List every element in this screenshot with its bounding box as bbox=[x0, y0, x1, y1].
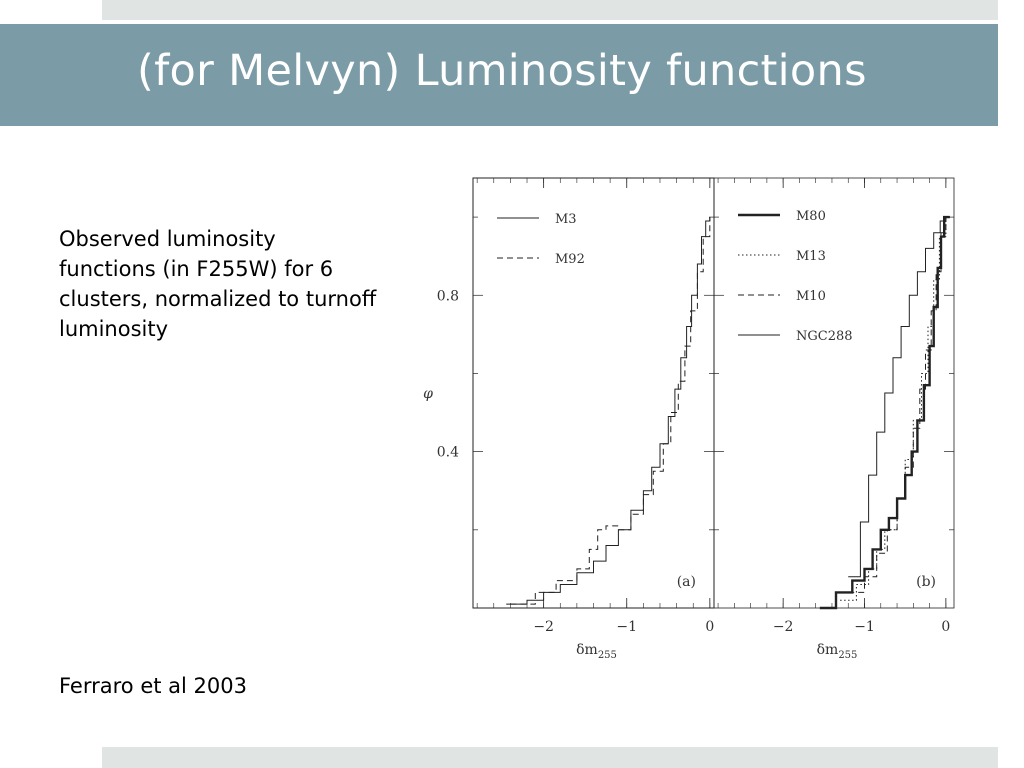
x-axis-label: δm255 bbox=[576, 642, 617, 661]
panel-label: (b) bbox=[916, 574, 936, 590]
series-line-m92 bbox=[510, 217, 711, 605]
series-line-m3 bbox=[506, 217, 711, 605]
legend-label-m13: M13 bbox=[796, 249, 826, 264]
legend-label-m92: M92 bbox=[555, 252, 585, 267]
top-decorative-strip bbox=[102, 0, 998, 20]
panel-frame bbox=[472, 177, 715, 609]
bottom-decorative-strip bbox=[102, 747, 998, 768]
legend-label-m80: M80 bbox=[796, 209, 826, 224]
series-line-ngc288 bbox=[848, 217, 947, 578]
citation-text: Ferraro et al 2003 bbox=[59, 674, 247, 698]
title-bar bbox=[0, 24, 998, 126]
x-tick-label: −1 bbox=[616, 619, 637, 635]
legend-label-ngc288: NGC288 bbox=[796, 329, 853, 344]
panel-b: −2 −1 0 δm255 (b) M80 M13 M10 NGC288 bbox=[713, 177, 955, 661]
x-tick-label: 0 bbox=[705, 619, 714, 635]
x-tick-label: −2 bbox=[773, 619, 794, 635]
luminosity-function-chart: −2 −1 0 0.4 0.8 φ δm255 (a) M3 M92 −2 −1 0 δm255 (b) M8… bbox=[423, 177, 955, 661]
series-line-m10 bbox=[848, 217, 947, 593]
x-tick-label: −2 bbox=[533, 619, 554, 635]
y-axis-label: φ bbox=[423, 386, 433, 402]
description-text: Observed luminosity functions (in F255W)… bbox=[59, 227, 377, 341]
series-line-m13 bbox=[840, 217, 947, 601]
x-axis-label-subscript: 255 bbox=[598, 650, 617, 661]
legend-label-m3: M3 bbox=[555, 212, 577, 227]
legend-label-m10: M10 bbox=[796, 289, 826, 304]
series-line-m80 bbox=[819, 215, 950, 610]
luminosity-function-figure: −2 −1 0 0.4 0.8 φ δm255 (a) M3 M92 −2 −1 0 δm255 (b) M8… bbox=[410, 170, 970, 674]
x-tick-label: −1 bbox=[854, 619, 875, 635]
slide-title: (for Melvyn) Luminosity functions bbox=[137, 46, 867, 96]
panel-frame bbox=[713, 177, 955, 609]
x-axis-label-subscript: 255 bbox=[838, 650, 857, 661]
panel-a: −2 −1 0 0.4 0.8 φ δm255 (a) M3 M92 bbox=[423, 177, 715, 661]
y-tick-label: 0.4 bbox=[437, 445, 459, 461]
x-tick-label: 0 bbox=[941, 619, 950, 635]
panel-label: (a) bbox=[677, 574, 696, 590]
y-tick-label: 0.8 bbox=[437, 288, 459, 304]
x-axis-label: δm255 bbox=[817, 642, 858, 661]
